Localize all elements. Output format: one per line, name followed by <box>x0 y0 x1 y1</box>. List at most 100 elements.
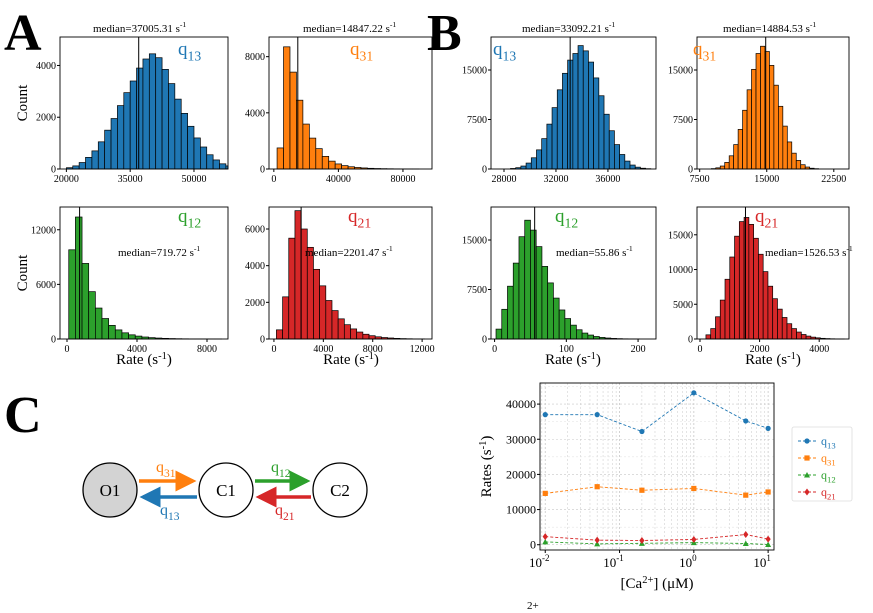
histogram-bar <box>328 160 336 170</box>
histogram-bar <box>525 162 532 170</box>
x-tick-label: 4000 <box>127 344 147 355</box>
histogram-bar <box>368 335 376 340</box>
histogram-bar <box>541 266 549 340</box>
histogram-bar <box>212 159 220 170</box>
histogram-bar <box>294 210 302 340</box>
x-tick-label: 15000 <box>754 174 779 185</box>
count-axis-label: Count <box>15 84 31 122</box>
legend-entry-q21: q21 <box>798 485 836 502</box>
data-point <box>542 490 548 496</box>
state-node-o1 <box>82 462 138 518</box>
series-line <box>545 541 769 545</box>
histogram-bar <box>762 271 769 340</box>
histogram-bar <box>760 45 766 170</box>
x-tick-label: 101 <box>753 553 771 570</box>
histogram-b-q31: 7500 15000 225000750015000median=14884.53 … <box>668 20 850 185</box>
histogram-bar <box>180 113 188 170</box>
histogram-bar <box>603 113 610 170</box>
histogram-bar <box>306 246 314 340</box>
histogram-bar <box>75 216 83 340</box>
histogram-bar <box>104 129 112 170</box>
x-tick-label: 100 <box>679 553 697 570</box>
x-tick-label: 10-1 <box>603 553 624 570</box>
histogram-bar <box>572 53 579 170</box>
legend-label: q21 <box>821 485 836 502</box>
series-line <box>545 534 769 541</box>
histogram-bar <box>308 137 317 170</box>
x-tick-label: 100 <box>559 344 574 355</box>
histogram-bar <box>362 333 370 340</box>
histogram-bar <box>193 137 201 170</box>
data-point <box>765 535 771 543</box>
rate-label-q31: q31 <box>693 39 716 64</box>
histogram-bar <box>187 125 195 170</box>
median-label: median=14847.22 s-1 <box>303 20 396 35</box>
histogram-bar <box>276 329 283 340</box>
histogram-bar <box>121 332 129 340</box>
y-tick-label: 7500 <box>467 285 487 296</box>
histogram-bar <box>753 237 759 340</box>
histogram-bar <box>737 129 743 170</box>
histogram-bar <box>746 89 752 170</box>
axes-frame <box>268 206 433 340</box>
transition-label-q21: q21 <box>275 502 295 523</box>
data-point <box>804 472 810 478</box>
data-point <box>765 425 771 431</box>
histogram-bar <box>319 285 327 340</box>
histogram-bar <box>556 89 563 170</box>
y-axis-label: Rates (s-1) <box>478 436 495 498</box>
histogram-bar <box>136 67 144 170</box>
x-tick-label: 35000 <box>118 174 143 185</box>
legend-label: q31 <box>821 451 836 468</box>
histogram-bar <box>541 138 548 170</box>
histogram-bar <box>300 228 308 340</box>
series-q13 <box>542 390 771 435</box>
histogram-bar <box>724 278 731 340</box>
state-node-c2 <box>312 462 368 518</box>
x-tick-label: 0 <box>65 344 70 355</box>
axes-frame <box>490 36 657 170</box>
rate-label-q12: q12 <box>178 206 201 231</box>
x-tick-label: 80000 <box>390 174 415 185</box>
legend-box <box>791 426 853 502</box>
histogram-bar <box>751 68 757 170</box>
y-tick-label: 15000 <box>668 66 693 77</box>
legend-entry-q13: q13 <box>798 434 836 451</box>
axes-frame <box>59 206 229 340</box>
data-point <box>542 533 548 541</box>
histogram-bar <box>782 125 788 170</box>
state-label: C2 <box>330 481 350 500</box>
x-tick-label: 4000 <box>809 344 829 355</box>
histogram-bar <box>587 334 594 340</box>
histogram-bar <box>91 150 99 170</box>
histogram-bar <box>733 144 739 170</box>
median-label: median=2201.47 s-1 <box>305 244 393 259</box>
data-point <box>594 412 600 418</box>
data-point <box>804 438 810 444</box>
histogram-bar <box>68 249 76 340</box>
data-point <box>639 537 645 545</box>
x-tick-label: 8000 <box>197 344 217 355</box>
y-tick-label: 0 <box>260 165 265 176</box>
rate-axis-label: Rate (s-1) <box>545 351 601 368</box>
rate-axis-label: Rate (s-1) <box>116 351 172 368</box>
y-tick-label: 7500 <box>467 115 487 126</box>
data-point <box>743 531 749 539</box>
data-point <box>691 390 697 396</box>
x-tick-label: 22500 <box>821 174 846 185</box>
y-tick-label: 10000 <box>668 265 693 276</box>
histogram-bar <box>331 310 339 340</box>
histogram-bar <box>78 162 86 170</box>
y-tick-label: 4000 <box>245 108 265 119</box>
histogram-bar <box>564 318 571 340</box>
histogram-bar <box>535 246 543 340</box>
rate-label-q12: q12 <box>555 206 578 231</box>
data-point <box>804 455 810 461</box>
histogram-bar <box>129 80 137 170</box>
y-tick-label: 6000 <box>245 225 265 236</box>
histogram-bar <box>174 98 182 170</box>
histogram-bar <box>588 61 594 170</box>
kinetic-scheme: O1 C1 C2 q31 q13 q12 q21 <box>82 459 368 523</box>
